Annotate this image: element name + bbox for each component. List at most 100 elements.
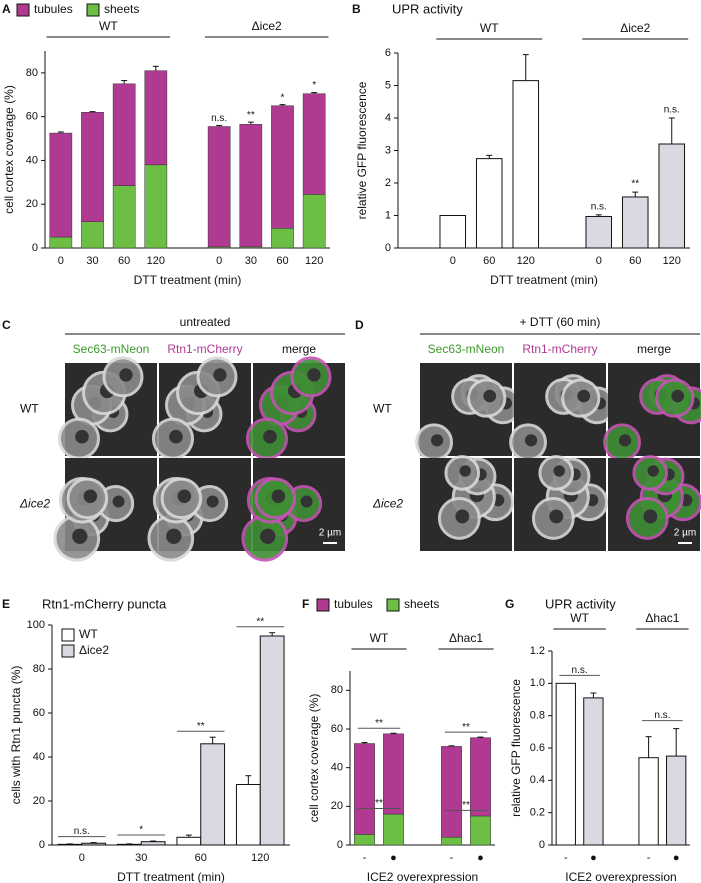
panel-label: A: [2, 2, 11, 16]
x-tick-label: 0: [450, 255, 456, 267]
panel-label: G: [505, 597, 514, 611]
cell-core: [177, 489, 192, 504]
cell-core: [455, 509, 470, 524]
x-tick-label: 30: [245, 255, 257, 267]
sig-label: **: [247, 110, 255, 121]
bar-segment: [441, 837, 462, 846]
y-tick-label: 20: [33, 795, 45, 807]
cell-core: [72, 528, 88, 544]
y-tick-label: 0.6: [530, 742, 545, 754]
bar-segment: [144, 164, 168, 249]
legend-label: WT: [79, 627, 98, 641]
panel-label: E: [2, 597, 10, 611]
row-label: WT: [373, 402, 392, 416]
cell-core: [271, 489, 286, 504]
panel-title: + DTT (60 min): [520, 315, 601, 329]
y-tick-label: 3: [385, 144, 391, 156]
group-label: WT: [370, 631, 389, 645]
bar: [259, 635, 285, 846]
y-tick-label: 0: [385, 242, 391, 254]
micrograph: 2 µm: [241, 458, 345, 562]
legend-swatch: [386, 598, 400, 612]
sig-label: **: [462, 800, 470, 811]
cell-core: [263, 429, 277, 444]
scale-bar-label: 2 µm: [319, 528, 341, 539]
bar-segment: [112, 185, 136, 249]
x-tick-label: 0: [596, 255, 602, 267]
y-tick-label: 1.2: [530, 645, 545, 657]
micrograph: [415, 363, 522, 462]
x-tick-label: 60: [118, 255, 130, 267]
x-tick-label: 0: [58, 255, 64, 267]
y-tick-label: 80: [33, 663, 45, 675]
y-tick-label: 60: [26, 111, 38, 123]
micrograph: [53, 458, 157, 562]
bar-segment: [470, 815, 491, 846]
cell-core: [75, 429, 89, 444]
panel-label: D: [355, 318, 364, 332]
sig-label: *: [139, 825, 143, 836]
micrograph: [151, 356, 251, 460]
y-tick-label: 0: [539, 839, 545, 851]
legend-swatch: [16, 3, 30, 17]
cell-core: [307, 368, 321, 382]
cell-core: [671, 389, 685, 403]
panel-label: F: [302, 597, 309, 611]
bar: [621, 196, 649, 249]
bar: [475, 158, 503, 249]
y-axis-label: relative GFP fluorescence: [355, 81, 369, 219]
sig-label: **: [256, 616, 264, 627]
y-axis-label: relative GFP fluorescence: [509, 679, 523, 817]
legend-swatch: [61, 644, 75, 658]
y-axis-label: cell cortex coverage (%): [307, 694, 321, 823]
bar: [140, 841, 166, 846]
x-tick-label: ●: [390, 852, 397, 864]
legend-label: Δice2: [79, 643, 109, 657]
x-axis-label: ICE2 overexpression: [367, 870, 478, 883]
cell-core: [169, 429, 183, 444]
y-tick-label: 4: [385, 112, 391, 124]
micrograph: 2 µm: [608, 455, 701, 551]
bar-segment: [302, 194, 326, 249]
group-label: Δice2: [252, 19, 282, 33]
sig-label: **: [462, 722, 470, 733]
bar: [658, 143, 686, 249]
y-tick-label: 60: [331, 723, 343, 735]
cell-core: [647, 465, 659, 477]
x-tick-label: -: [450, 852, 454, 864]
x-tick-label: -: [564, 852, 568, 864]
cell-core: [213, 368, 227, 382]
channel-label: Rtn1-mCherry: [522, 342, 597, 356]
sig-label: **: [375, 718, 383, 729]
legend-swatch: [86, 3, 100, 17]
x-tick-label: 120: [147, 255, 165, 267]
sig-label: **: [375, 798, 383, 809]
group-label: WT: [99, 19, 118, 33]
x-axis-label: ICE2 overexpression: [565, 870, 676, 883]
y-tick-label: 80: [331, 684, 343, 696]
channel-label: Sec63-mNeon: [73, 342, 150, 356]
x-tick-label: ●: [673, 852, 680, 864]
y-tick-label: 0: [39, 839, 45, 851]
bar: [638, 757, 659, 846]
bar-segment: [354, 834, 375, 846]
bar: [512, 80, 540, 249]
row-label: WT: [20, 402, 39, 416]
micrograph: [509, 363, 616, 462]
sig-label: **: [631, 179, 639, 190]
cell-core: [524, 434, 538, 447]
chart-title: Rtn1-mCherry puncta: [42, 596, 167, 611]
bar-segment: [239, 124, 263, 248]
x-tick-label: 30: [86, 255, 98, 267]
cell-core: [577, 389, 591, 403]
micrograph: [514, 455, 609, 551]
y-tick-label: 40: [33, 751, 45, 763]
x-tick-label: -: [647, 852, 651, 864]
y-tick-label: 20: [26, 198, 38, 210]
y-tick-label: 60: [33, 707, 45, 719]
sig-label: n.s.: [572, 665, 588, 676]
bar: [176, 836, 202, 846]
bar-segment: [383, 813, 404, 846]
y-tick-label: 0.8: [530, 710, 545, 722]
cell-core: [119, 368, 133, 382]
